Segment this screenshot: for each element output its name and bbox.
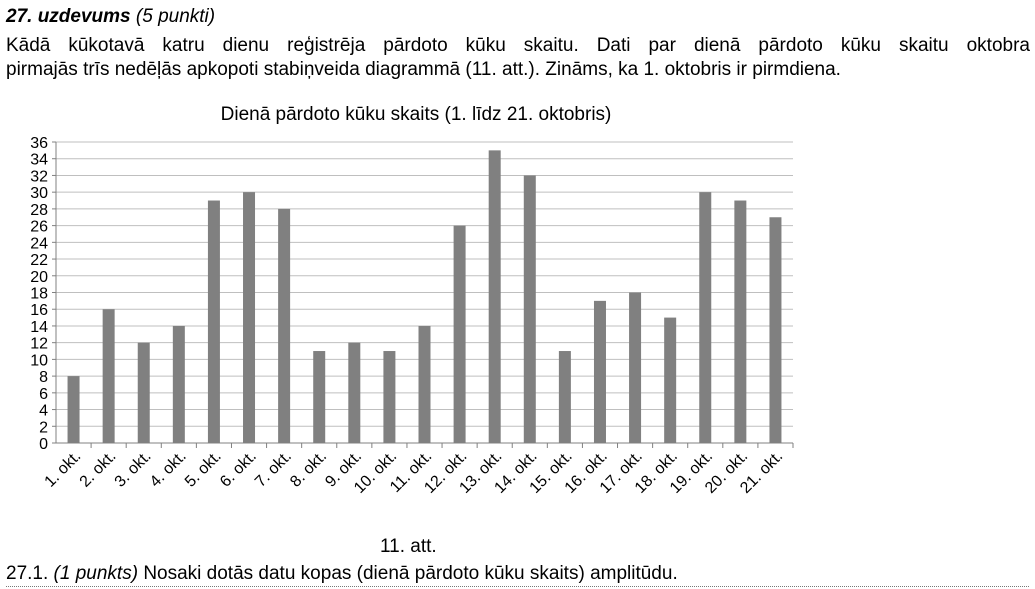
bar <box>664 317 677 443</box>
y-tick-label: 2 <box>39 419 48 436</box>
question-text: Nosaki dotās datu kopas (dienā pārdoto k… <box>143 563 678 584</box>
y-tick-label: 26 <box>30 219 48 236</box>
y-tick-label: 20 <box>30 269 48 286</box>
bar <box>734 200 747 443</box>
bar <box>102 309 115 443</box>
y-tick-label: 28 <box>30 202 48 219</box>
y-tick-label: 34 <box>30 152 48 169</box>
axes <box>55 142 793 444</box>
x-tick-label: 3. okt. <box>112 448 155 491</box>
y-tick-label: 30 <box>30 185 48 202</box>
question: 27.1. (1 punkts) Nosaki dotās datu kopas… <box>6 562 678 586</box>
chart-svg: Dienā pārdoto kūku skaits (1. līdz 21. o… <box>30 104 794 497</box>
y-tick-label: 4 <box>39 403 48 420</box>
y-tick-label: 14 <box>30 319 48 336</box>
y-tick-label: 6 <box>39 386 48 403</box>
x-tick-label: 8. okt. <box>287 448 330 491</box>
bar <box>278 208 291 443</box>
x-tick-label: 4. okt. <box>147 448 190 491</box>
task-text-line-1: Kādā kūkotavā katru dienu reģistrēja pār… <box>6 35 1030 56</box>
bar <box>383 351 396 443</box>
task-number: 27. uzdevums <box>6 6 131 27</box>
bar <box>313 351 326 443</box>
bar <box>67 376 80 443</box>
x-tick-label: 7. okt. <box>252 448 295 491</box>
bar <box>453 225 466 443</box>
bar <box>243 192 256 443</box>
x-tick-label: 6. okt. <box>217 448 260 491</box>
task-description: Kādā kūkotavā katru dienu reģistrēja pār… <box>6 34 1030 82</box>
task-heading: 27. uzdevums (5 punkti) <box>6 6 215 28</box>
bar <box>418 325 431 443</box>
y-tick-label: 16 <box>30 302 48 319</box>
bar <box>207 200 220 443</box>
y-tick-label: 12 <box>30 336 48 353</box>
x-tick-label: 2. okt. <box>77 448 120 491</box>
x-tick-label: 5. okt. <box>182 448 225 491</box>
figure-caption: 11. att. <box>380 536 437 557</box>
question-number: 27.1. <box>6 563 49 584</box>
y-tick-label: 0 <box>39 436 48 453</box>
bar <box>593 300 606 443</box>
bar <box>172 325 185 443</box>
bar <box>699 192 712 443</box>
y-tick-label: 10 <box>30 352 48 369</box>
x-tick-labels: 1. okt.2. okt.3. okt.4. okt.5. okt.6. ok… <box>42 448 787 497</box>
bar <box>769 217 782 443</box>
bar <box>523 175 536 443</box>
y-tick-label: 8 <box>39 369 48 386</box>
bar <box>137 342 150 443</box>
y-tick-label: 24 <box>30 235 48 252</box>
bar <box>629 292 642 443</box>
task-text-line-2: pirmajās trīs nedēļās apkopoti stabiņvei… <box>6 59 841 80</box>
bar-chart: Dienā pārdoto kūku skaits (1. līdz 21. o… <box>0 98 820 518</box>
y-tick-label: 32 <box>30 168 48 185</box>
answer-line <box>6 586 1029 587</box>
bars <box>67 150 782 443</box>
task-points: (5 punkti) <box>135 6 216 27</box>
bar <box>348 342 361 443</box>
y-tick-label: 36 <box>30 135 48 152</box>
question-points: (1 punkts) <box>53 563 139 584</box>
bar <box>558 351 571 443</box>
y-tick-label: 18 <box>30 286 48 303</box>
bar <box>488 150 501 443</box>
y-tick-label: 22 <box>30 252 48 269</box>
x-tick-label: 1. okt. <box>42 448 85 491</box>
chart-title: Dienā pārdoto kūku skaits (1. līdz 21. o… <box>221 104 612 125</box>
